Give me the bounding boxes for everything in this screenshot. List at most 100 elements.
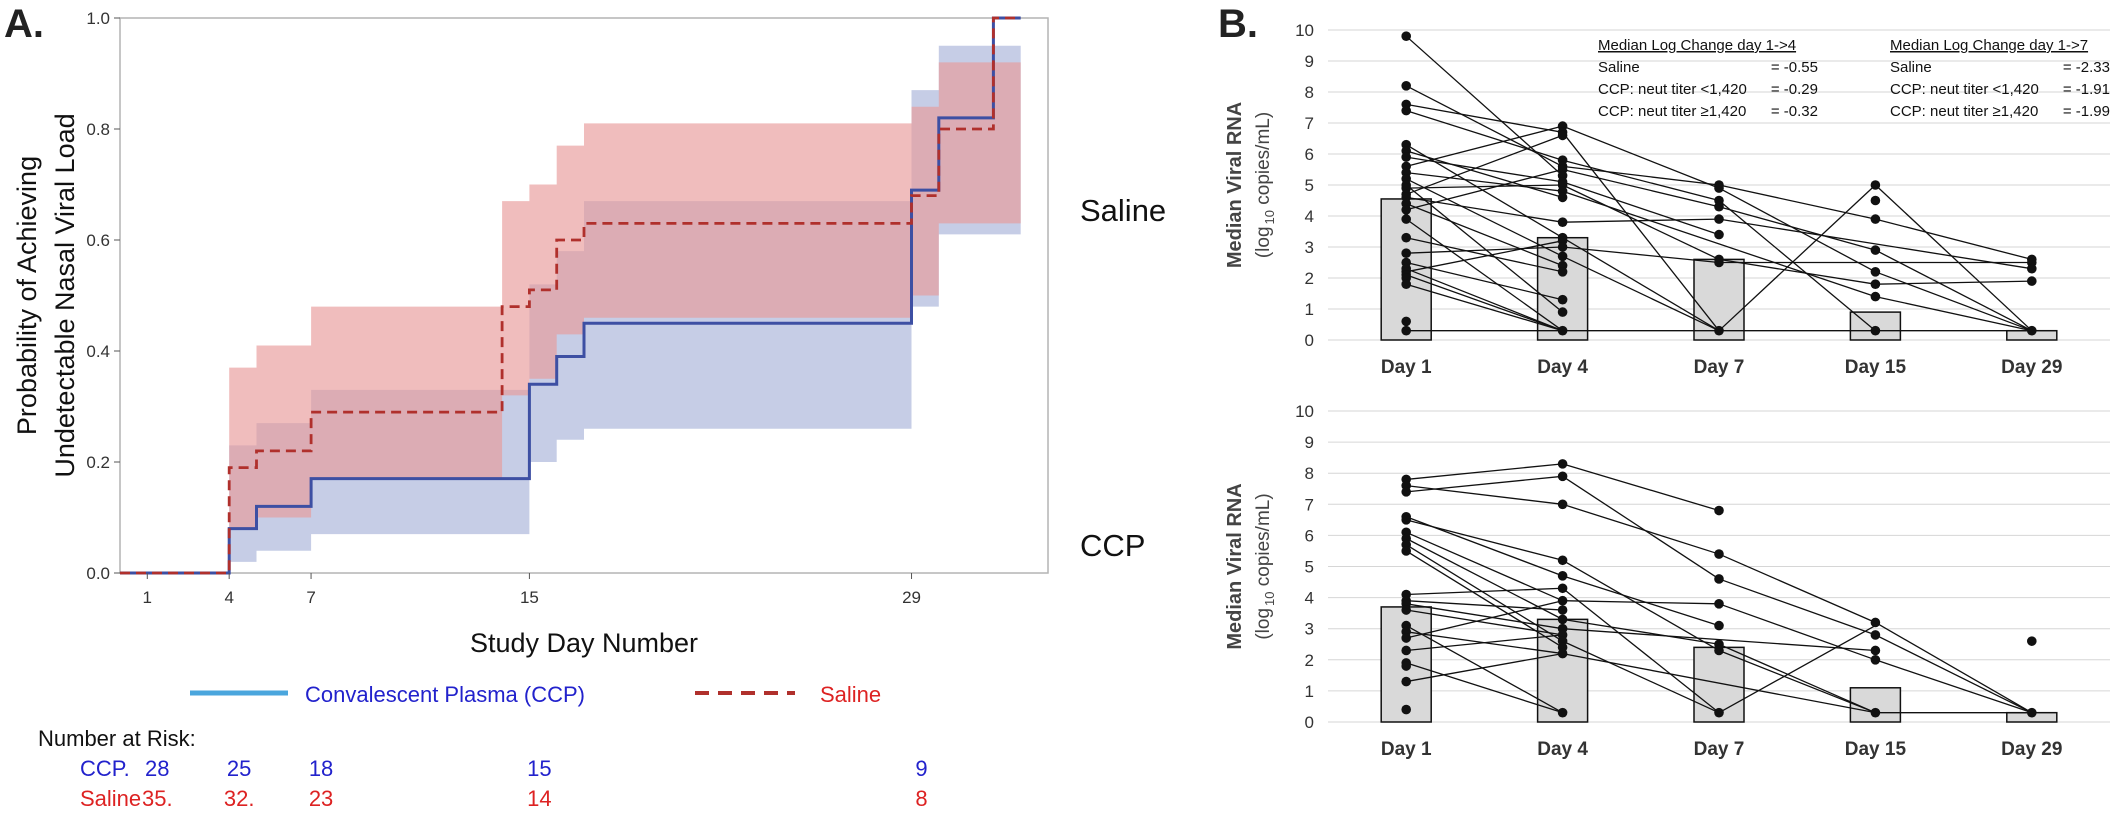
subject-line xyxy=(1875,634,2033,714)
subject-line xyxy=(1562,475,1720,580)
y-axis-label-line: Undetectable Nasal Viral Load xyxy=(50,113,80,477)
subject-line xyxy=(1875,218,2032,261)
plot-frame xyxy=(119,17,1049,574)
data-point xyxy=(1714,257,1724,268)
subject-line xyxy=(1406,150,1563,199)
data-point xyxy=(2027,707,2037,718)
y-tick-label: 0 xyxy=(1305,331,1314,350)
subject-line xyxy=(1405,134,1563,195)
stats-table-title: Median Log Change day 1->7 xyxy=(1890,37,2088,54)
subject-line xyxy=(1718,258,1876,285)
subject-line xyxy=(1718,184,1876,332)
data-point xyxy=(1401,515,1411,525)
subject-line xyxy=(1406,463,1563,481)
risk-count: 15 xyxy=(527,756,551,781)
y-axis-label-line: Probability of Achieving xyxy=(12,156,42,435)
data-point xyxy=(1557,605,1568,615)
data-point xyxy=(1557,251,1568,262)
subject-line xyxy=(1406,283,1563,332)
risk-count: 25 xyxy=(227,756,251,781)
data-point xyxy=(2027,276,2037,286)
data-point xyxy=(1401,316,1411,327)
data-point xyxy=(2027,263,2037,274)
data-point xyxy=(1714,325,1724,336)
subject-line xyxy=(1405,178,1563,257)
risk-count: 8 xyxy=(915,786,927,811)
y-tick-label: 8 xyxy=(1305,464,1314,483)
subject-line xyxy=(1406,103,1563,133)
subject-line xyxy=(1562,125,1720,189)
data-point xyxy=(1401,676,1411,687)
subject-line xyxy=(1405,218,1563,332)
data-point xyxy=(1401,214,1411,224)
data-point xyxy=(1714,707,1724,718)
data-point xyxy=(1557,267,1568,277)
subject-line xyxy=(1718,206,1876,251)
subject-line xyxy=(1718,603,1876,661)
x-tick-label: Day 7 xyxy=(1694,739,1745,760)
subject-line xyxy=(1406,240,1563,273)
data-point xyxy=(1870,630,1881,640)
subject-line xyxy=(1406,662,1563,714)
risk-row-label: CCP. xyxy=(80,756,130,781)
risk-row-label: Saline xyxy=(80,786,141,811)
subject-line xyxy=(1406,237,1563,273)
risk-count: 23 xyxy=(309,786,333,811)
subject-line xyxy=(1875,271,2033,332)
data-point xyxy=(1401,31,1411,41)
data-point xyxy=(1401,205,1411,215)
subject-line xyxy=(1562,652,1876,714)
y-tick-label: 6 xyxy=(1305,526,1314,545)
subject-line xyxy=(1562,618,1720,645)
data-point xyxy=(1401,105,1411,116)
data-point xyxy=(1401,661,1411,671)
subject-line xyxy=(1406,600,1563,639)
y-tick-label: 1 xyxy=(1305,300,1314,319)
data-point xyxy=(1401,248,1411,258)
subject-line xyxy=(1562,255,1720,332)
subject-line xyxy=(1875,280,2032,285)
y-axis-unit-sub: 10 xyxy=(1262,592,1277,606)
stats-row-value: = -0.55 xyxy=(1771,59,1818,76)
data-point xyxy=(1557,325,1568,336)
data-point xyxy=(1714,645,1724,656)
data-point xyxy=(1557,571,1568,581)
subject-line xyxy=(1562,503,1720,555)
y-axis-unit-suffix: copies/mL) xyxy=(1253,112,1274,210)
subject-line xyxy=(1406,652,1563,683)
data-point xyxy=(1557,192,1568,203)
ci-band-saline xyxy=(120,62,1021,574)
y-axis-unit-prefix: (log xyxy=(1253,226,1274,258)
data-point xyxy=(1557,217,1568,227)
x-tick-label: Day 29 xyxy=(2001,357,2062,378)
panel-b-label: B. xyxy=(1218,2,1258,46)
data-point xyxy=(1714,620,1724,631)
stats-row-value: = -0.29 xyxy=(1771,81,1818,98)
data-point xyxy=(1401,232,1411,243)
y-tick-label: 9 xyxy=(1305,52,1314,71)
x-tick-label: 1 xyxy=(143,588,152,607)
subject-line xyxy=(1718,643,1876,714)
subject-line xyxy=(1562,218,1720,223)
x-axis-label: Study Day Number xyxy=(470,628,698,658)
data-point xyxy=(1557,707,1568,718)
data-point xyxy=(1714,549,1724,559)
data-point xyxy=(1714,214,1724,224)
group-label-saline: Saline xyxy=(1080,193,1166,228)
subject-line xyxy=(1406,109,1563,161)
subject-line xyxy=(1718,200,1876,332)
y-axis-label: Median Viral RNA xyxy=(1224,483,1246,649)
data-point xyxy=(1870,245,1881,255)
subject-line xyxy=(1562,463,1720,512)
risk-count: 14 xyxy=(527,786,551,811)
subject-line xyxy=(1406,609,1563,636)
y-tick-label: 1.0 xyxy=(86,9,110,28)
data-point xyxy=(2027,325,2037,336)
x-tick-label: Day 4 xyxy=(1537,739,1588,760)
subject-line xyxy=(1406,484,1563,505)
y-tick-label: 2 xyxy=(1305,269,1314,288)
y-tick-label: 3 xyxy=(1305,620,1314,639)
data-point xyxy=(1870,645,1881,656)
viral-rna-chart-ccp: 0 1 2 3 4 5 6 7 8 9 10 Day 1 Day 4 Day 7 Day 15 Day 29 M… xyxy=(1224,402,2110,760)
